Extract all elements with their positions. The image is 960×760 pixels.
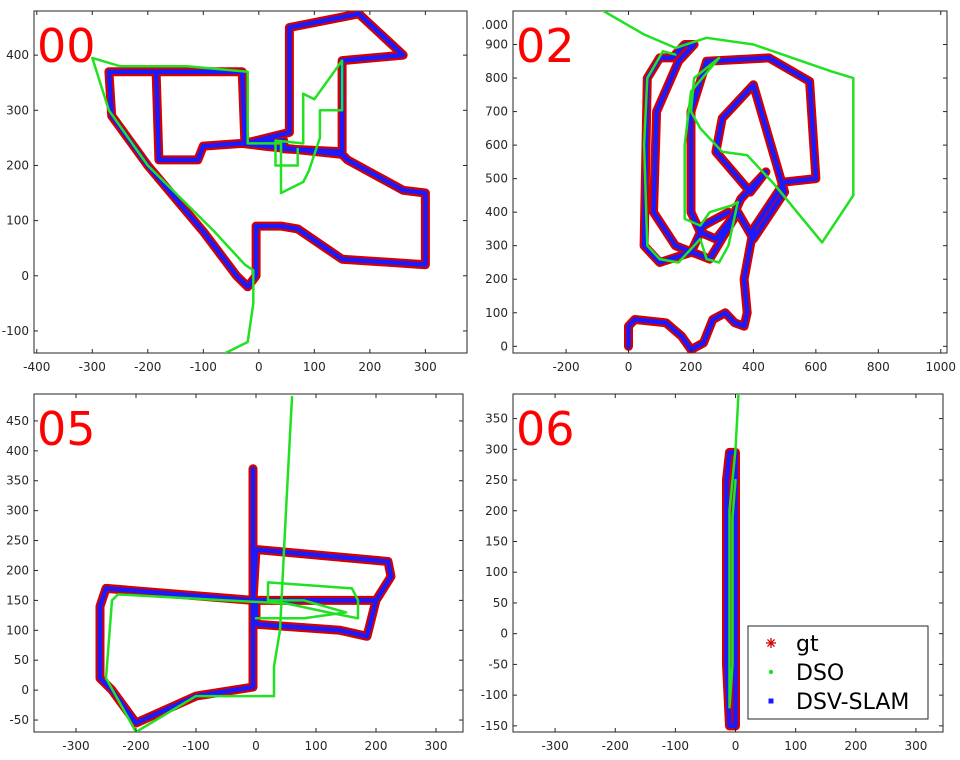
- series-dsv-slam-line: [724, 450, 738, 729]
- x-tick-label: -300: [541, 739, 568, 753]
- y-tick-label: 250: [6, 534, 29, 548]
- panel-02: -200 0 200 400 600 800 1000 0 100 200 300 400 500 600…: [481, 10, 956, 374]
- legend-entry-gt: gt: [796, 632, 819, 657]
- series-dso-line: [602, 11, 855, 264]
- legend-entry-dso: DSO: [796, 661, 844, 686]
- legend-entry-dsv-slam: DSV-SLAM: [796, 690, 909, 715]
- y-tick-label: -150: [481, 719, 508, 733]
- y-tick-label: 50: [493, 596, 508, 610]
- y-tick-label: 800: [485, 71, 508, 85]
- y-tick-label: 0: [500, 339, 508, 353]
- x-tick-label: 100: [784, 739, 807, 753]
- y-tick-label: 0: [21, 269, 29, 283]
- y-tick-label: 100: [6, 623, 29, 637]
- y-tick-label: 300: [485, 442, 508, 456]
- y-tick-label: 500: [485, 172, 508, 186]
- x-tick-label: -300: [79, 360, 106, 374]
- y-tick-label: 400: [485, 205, 508, 219]
- x-tick-label: -200: [552, 360, 579, 374]
- y-tick-label: 50: [14, 653, 29, 667]
- y-tick-label: 350: [485, 412, 508, 426]
- y-tick-label: 700: [485, 105, 508, 119]
- y-tick-label: 400: [6, 48, 29, 62]
- legend-dsv-slam-marker: [768, 698, 774, 704]
- sequence-label: 05: [37, 402, 96, 456]
- x-tick-label: -200: [602, 739, 629, 753]
- y-tick-label: 300: [485, 239, 508, 253]
- x-tick-label: -100: [662, 739, 689, 753]
- plot-area: [95, 395, 396, 732]
- y-tick-label: 100: [485, 565, 508, 579]
- series-dsv-slam-line: [106, 11, 428, 290]
- x-tick-label: 200: [358, 360, 381, 374]
- x-tick-label: -100: [182, 739, 209, 753]
- plot-area: [722, 394, 740, 731]
- legend-gt-marker: [766, 638, 776, 648]
- y-tick-label: .000: [481, 18, 508, 32]
- x-tick-label: 100: [305, 739, 328, 753]
- y-tick-label: 150: [6, 593, 29, 607]
- x-tick-label: 400: [742, 360, 765, 374]
- x-tick-label: 600: [804, 360, 827, 374]
- x-tick-label: 0: [625, 360, 633, 374]
- x-tick-label: -300: [62, 739, 89, 753]
- x-tick-label: 0: [255, 360, 263, 374]
- legend: gt DSO DSV-SLAM: [747, 625, 929, 720]
- x-tick-label: 100: [303, 360, 326, 374]
- x-tick-label: 300: [425, 739, 448, 753]
- sequence-label: 00: [37, 19, 96, 73]
- y-tick-label: -100: [481, 688, 508, 702]
- y-tick-label: 300: [6, 103, 29, 117]
- series-dso-line: [728, 394, 740, 709]
- legend-box: [747, 625, 929, 720]
- series-dsv-slam-line: [97, 466, 394, 726]
- y-tick-label: -50: [9, 713, 29, 727]
- x-tick-label: 800: [867, 360, 890, 374]
- y-tick-label: 200: [6, 563, 29, 577]
- plot-area: [91, 11, 430, 353]
- y-tick-label: 100: [485, 306, 508, 320]
- panel-05: -300 -200 -100 0 100 200 300-50050100150200250…: [6, 393, 464, 753]
- series-dso-line: [91, 56, 344, 353]
- x-tick-label: 300: [904, 739, 927, 753]
- x-tick-label: 200: [844, 739, 867, 753]
- x-tick-label: -100: [190, 360, 217, 374]
- y-tick-label: 200: [485, 504, 508, 518]
- y-tick-label: 350: [6, 474, 29, 488]
- y-tick-label: 0: [21, 683, 29, 697]
- y-tick-label: 250: [485, 473, 508, 487]
- y-tick-label: 900: [485, 38, 508, 52]
- y-tick-label: 0: [500, 627, 508, 641]
- y-tick-label: 450: [6, 414, 29, 428]
- x-tick-label: 1000: [925, 360, 956, 374]
- legend-dso-marker: [768, 669, 774, 675]
- axes-box: [512, 10, 948, 354]
- sequence-label: 02: [516, 19, 575, 73]
- series-dso-line: [104, 395, 360, 732]
- y-tick-label: 100: [6, 214, 29, 228]
- x-tick-label: -400: [23, 360, 50, 374]
- y-tick-label: 400: [6, 444, 29, 458]
- x-tick-label: 300: [414, 360, 437, 374]
- y-tick-label: -100: [2, 324, 29, 338]
- x-tick-label: 0: [252, 739, 260, 753]
- y-tick-label: 150: [485, 534, 508, 548]
- x-tick-label: -200: [122, 739, 149, 753]
- y-tick-label: 300: [6, 504, 29, 518]
- x-tick-label: 200: [680, 360, 703, 374]
- y-tick-label: -50: [488, 657, 508, 671]
- sequence-label: 06: [516, 402, 575, 456]
- x-tick-label: 200: [365, 739, 388, 753]
- plot-area: [602, 11, 855, 353]
- panel-00: -400 -300 -200 -100 0 100 200 300 -100 0 100 200 300…: [2, 10, 468, 374]
- y-tick-label: 200: [6, 158, 29, 172]
- y-tick-label: 200: [485, 272, 508, 286]
- y-tick-label: 600: [485, 138, 508, 152]
- x-tick-label: 0: [732, 739, 740, 753]
- x-tick-label: -200: [134, 360, 161, 374]
- axes-box: [33, 10, 468, 354]
